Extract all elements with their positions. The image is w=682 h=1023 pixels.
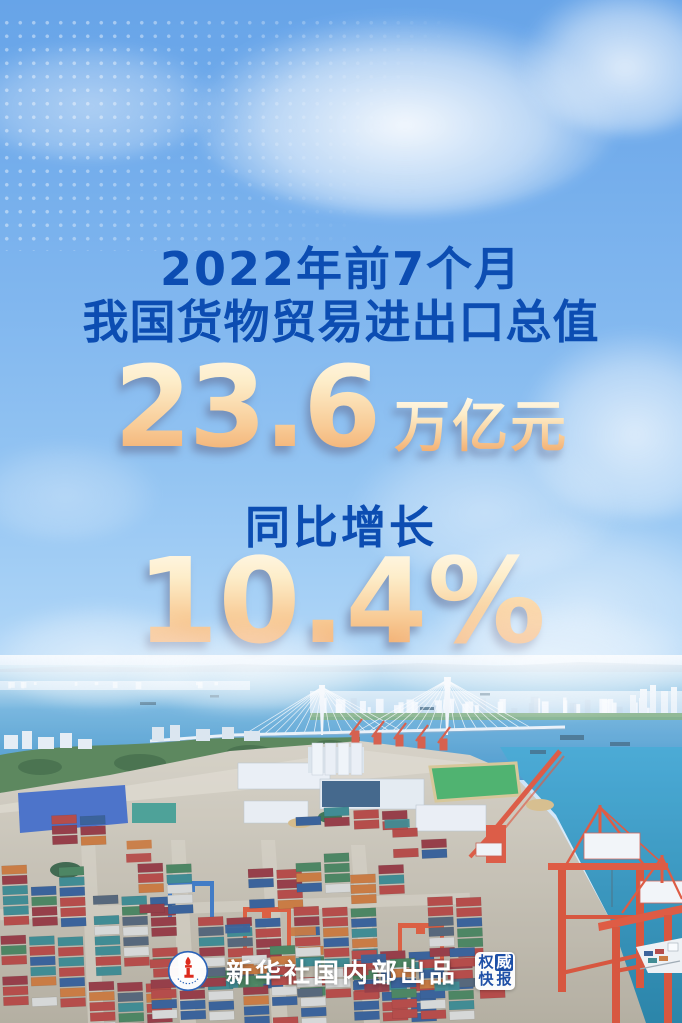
- footer-credit-bar: 新华社国内部出品 权 威 快 报: [0, 950, 682, 992]
- badge-char: 威: [495, 953, 513, 971]
- dot-pattern-decor: [0, 16, 470, 251]
- sts-cranes: [548, 805, 682, 1023]
- harbor-crane: [468, 749, 565, 863]
- container-yard: [0, 806, 506, 1023]
- stat-total-value: 23.6 万亿元: [0, 352, 682, 464]
- torch-icon: [184, 956, 194, 978]
- stat-total-unit: 万亿元: [394, 395, 569, 460]
- badge-char: 权: [478, 953, 494, 971]
- headline-line2: 我国货物贸易进出口总值: [82, 295, 600, 349]
- cargo-ship: [636, 938, 682, 973]
- headline-line1: 2022年前7个月: [159, 242, 523, 296]
- stat-growth-number: 10.4%: [0, 542, 682, 660]
- port-aerial-photo: [0, 655, 682, 1023]
- authority-express-badge: 权 威 快 报: [475, 952, 515, 990]
- town-buildings: [4, 725, 260, 749]
- growth-label: 同比增长: [244, 501, 437, 554]
- badge-char: 报: [496, 970, 512, 988]
- quay-cranes: [349, 718, 451, 751]
- silos: [308, 742, 364, 776]
- badge-char: 快: [478, 970, 494, 988]
- warehouses: [18, 761, 554, 878]
- haze-overlay: [0, 655, 682, 1023]
- xinhua-logo: [167, 950, 209, 992]
- stat-total-number: 23.6: [113, 343, 381, 473]
- coast-greenbelt: [310, 713, 682, 720]
- producer-credit: 新华社国内部出品: [225, 958, 458, 989]
